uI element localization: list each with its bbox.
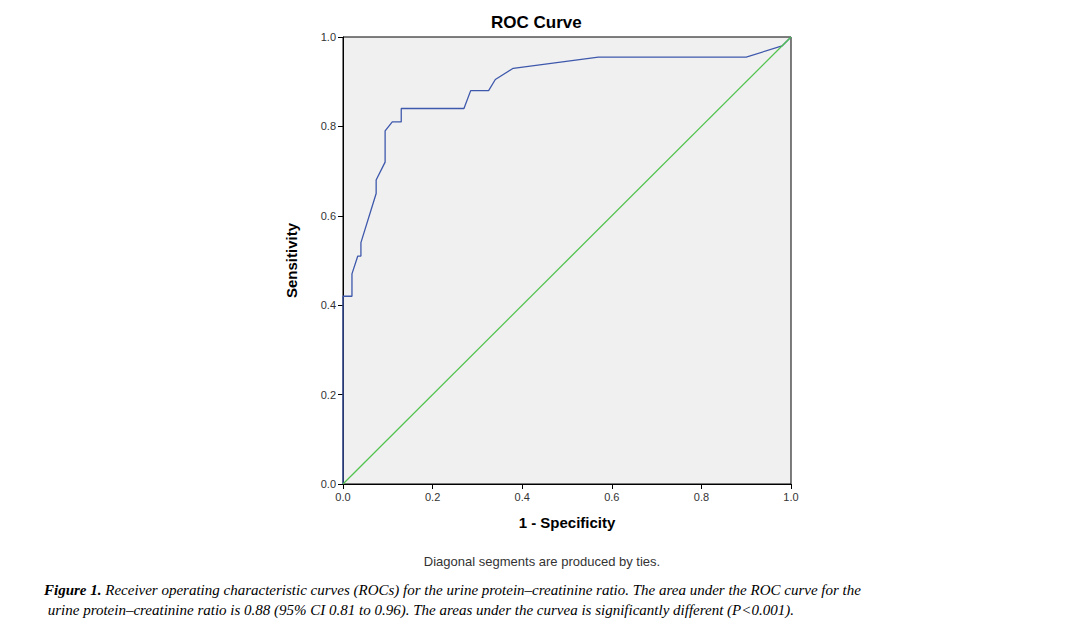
svg-text:0.0: 0.0: [335, 491, 350, 503]
svg-text:1.0: 1.0: [321, 31, 336, 43]
svg-text:0.4: 0.4: [321, 299, 336, 311]
svg-text:0.4: 0.4: [515, 491, 530, 503]
svg-text:1 - Specificity: 1 - Specificity: [519, 514, 616, 531]
svg-text:0.2: 0.2: [425, 491, 440, 503]
svg-text:Diagonal segments are produced: Diagonal segments are produced by ties.: [424, 554, 660, 569]
svg-text:Receiver operating characteris: Receiver operating characteristic curves…: [102, 582, 862, 599]
svg-text:0.6: 0.6: [604, 491, 619, 503]
svg-text:0.8: 0.8: [694, 491, 709, 503]
svg-text:Sensitivity: Sensitivity: [283, 222, 300, 298]
svg-text:ROC Curve: ROC Curve: [491, 13, 582, 32]
svg-text:0.8: 0.8: [321, 120, 336, 132]
svg-text:Figure 1.: Figure 1.: [43, 582, 102, 598]
svg-text:urine protein–creatinine ratio: urine protein–creatinine ratio is 0.88 (…: [44, 602, 794, 619]
svg-text:0.6: 0.6: [321, 210, 336, 222]
svg-text:1.0: 1.0: [783, 491, 798, 503]
svg-text:0.0: 0.0: [321, 478, 336, 490]
svg-text:0.2: 0.2: [321, 389, 336, 401]
